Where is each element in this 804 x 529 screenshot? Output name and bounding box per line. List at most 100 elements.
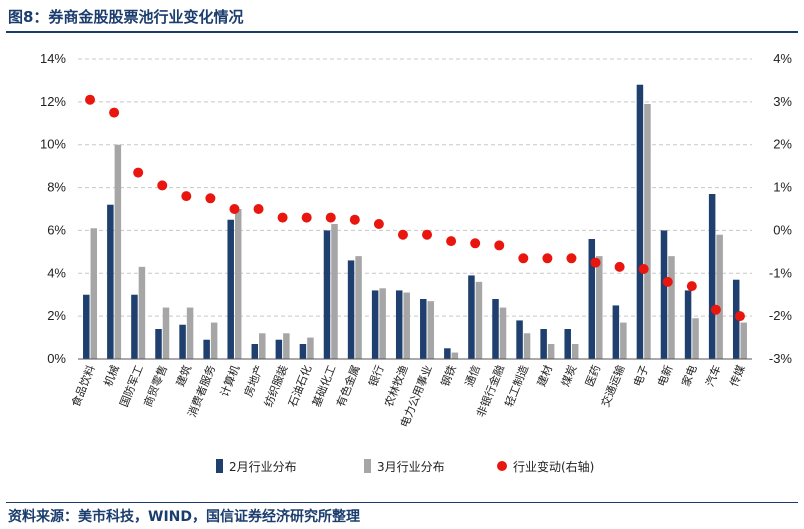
bar-feb bbox=[660, 230, 668, 359]
category-label: 机械 bbox=[101, 363, 122, 389]
bar-mar bbox=[499, 307, 507, 359]
bar-mar bbox=[644, 104, 651, 359]
y-right-tick-label: 0% bbox=[773, 222, 792, 237]
y-right-tick-label: 4% bbox=[773, 51, 792, 66]
category-label: 食品饮料 bbox=[68, 363, 97, 409]
change-point bbox=[157, 180, 168, 191]
y-left-ticks: 0% 2% 4% 6% 8% 10% 12% 14% bbox=[40, 51, 66, 366]
bar-feb bbox=[395, 290, 403, 359]
bar-feb bbox=[444, 348, 451, 359]
bar-mar bbox=[90, 228, 98, 359]
bar-mar bbox=[259, 333, 266, 359]
change-point bbox=[614, 261, 625, 272]
category-label: 家电 bbox=[678, 363, 699, 389]
bar-mar bbox=[210, 322, 218, 359]
legend-swatch-feb bbox=[216, 459, 223, 473]
bar-feb bbox=[323, 230, 331, 359]
bar-feb bbox=[684, 290, 692, 359]
change-point bbox=[590, 257, 601, 268]
change-point bbox=[566, 253, 577, 264]
y-right-tick-label: -3% bbox=[769, 351, 793, 366]
y-right-tick-label: 2% bbox=[773, 137, 792, 152]
bar-feb bbox=[516, 320, 523, 359]
bar-mar bbox=[162, 307, 170, 359]
change-point bbox=[662, 276, 673, 287]
bar-mar bbox=[692, 318, 699, 359]
bar-feb bbox=[275, 339, 283, 359]
bar-mar bbox=[620, 322, 627, 359]
y-right-tick-label: 3% bbox=[773, 94, 792, 109]
bar-mar bbox=[379, 288, 386, 359]
change-point bbox=[349, 214, 360, 225]
change-point bbox=[518, 253, 529, 264]
category-label: 医药 bbox=[583, 363, 603, 388]
category-label: 煤炭 bbox=[559, 363, 579, 388]
bar-feb bbox=[299, 344, 307, 359]
chart: 0%2%4%6%8%10%12%14% -3%-2%-1%0%1%2%3%4% … bbox=[40, 51, 793, 474]
legend-label-mar: 3月行业分布 bbox=[377, 460, 445, 474]
bar-feb bbox=[131, 294, 138, 359]
change-point bbox=[542, 253, 553, 264]
bar-mar bbox=[668, 256, 675, 359]
bar-mar bbox=[716, 234, 723, 359]
bar-feb bbox=[564, 329, 571, 359]
bar-mar bbox=[427, 301, 435, 359]
change-point bbox=[205, 193, 216, 204]
change-point bbox=[470, 238, 481, 249]
category-label: 房地产 bbox=[241, 363, 266, 399]
bar-mar bbox=[283, 333, 290, 359]
change-point bbox=[301, 212, 312, 223]
bar-mar bbox=[403, 292, 410, 359]
bar-feb bbox=[540, 329, 547, 359]
legend-label-feb: 2月行业分布 bbox=[229, 460, 297, 474]
chart-title: 图8：券商金股股票池行业变化情况 bbox=[8, 8, 244, 26]
change-point bbox=[85, 94, 96, 105]
change-point bbox=[325, 212, 336, 223]
category-label: 建筑 bbox=[173, 363, 194, 389]
bar-feb bbox=[468, 275, 475, 359]
bar-mar bbox=[331, 224, 338, 359]
change-point bbox=[446, 236, 457, 247]
bar-feb bbox=[251, 344, 259, 359]
y-right-ticks: -3% -2% -1% 0% 1% 2% 3% 4% bbox=[769, 51, 793, 366]
bar-mar bbox=[596, 256, 603, 359]
change-point bbox=[229, 204, 240, 214]
y-right-tick-label: -2% bbox=[769, 308, 793, 323]
bars-layer bbox=[83, 84, 747, 359]
bar-feb bbox=[155, 329, 162, 359]
y-left-tick-label: 6% bbox=[47, 222, 66, 237]
bar-mar bbox=[475, 281, 483, 359]
change-point bbox=[686, 281, 697, 292]
category-label: 汽车 bbox=[702, 363, 723, 389]
bar-mar bbox=[547, 344, 555, 359]
y-right-tick-label: -1% bbox=[769, 265, 793, 280]
change-point bbox=[109, 107, 120, 118]
category-label: 银行 bbox=[365, 363, 386, 389]
y-left-tick-label: 8% bbox=[47, 180, 66, 195]
change-point bbox=[133, 167, 144, 178]
change-point bbox=[253, 204, 264, 214]
bar-mar bbox=[138, 266, 146, 359]
change-point bbox=[734, 311, 745, 322]
change-point bbox=[494, 240, 505, 251]
grid-layer bbox=[78, 58, 752, 317]
bar-mar bbox=[523, 333, 531, 359]
category-label: 电新 bbox=[654, 363, 675, 389]
category-label: 通信 bbox=[463, 363, 483, 388]
bar-feb bbox=[227, 219, 234, 359]
change-point bbox=[397, 229, 408, 240]
change-point bbox=[710, 304, 721, 315]
y-left-tick-label: 12% bbox=[40, 94, 66, 109]
bar-feb bbox=[708, 194, 716, 359]
change-point bbox=[277, 212, 288, 223]
change-point bbox=[422, 229, 433, 240]
bar-mar bbox=[114, 144, 122, 359]
category-label: 传媒 bbox=[727, 363, 747, 388]
legend-swatch-mar bbox=[364, 459, 371, 473]
bar-mar bbox=[740, 322, 747, 359]
bar-feb bbox=[492, 299, 499, 359]
change-point bbox=[373, 219, 384, 229]
footer-rule bbox=[6, 502, 798, 503]
y-left-tick-label: 10% bbox=[40, 137, 66, 152]
